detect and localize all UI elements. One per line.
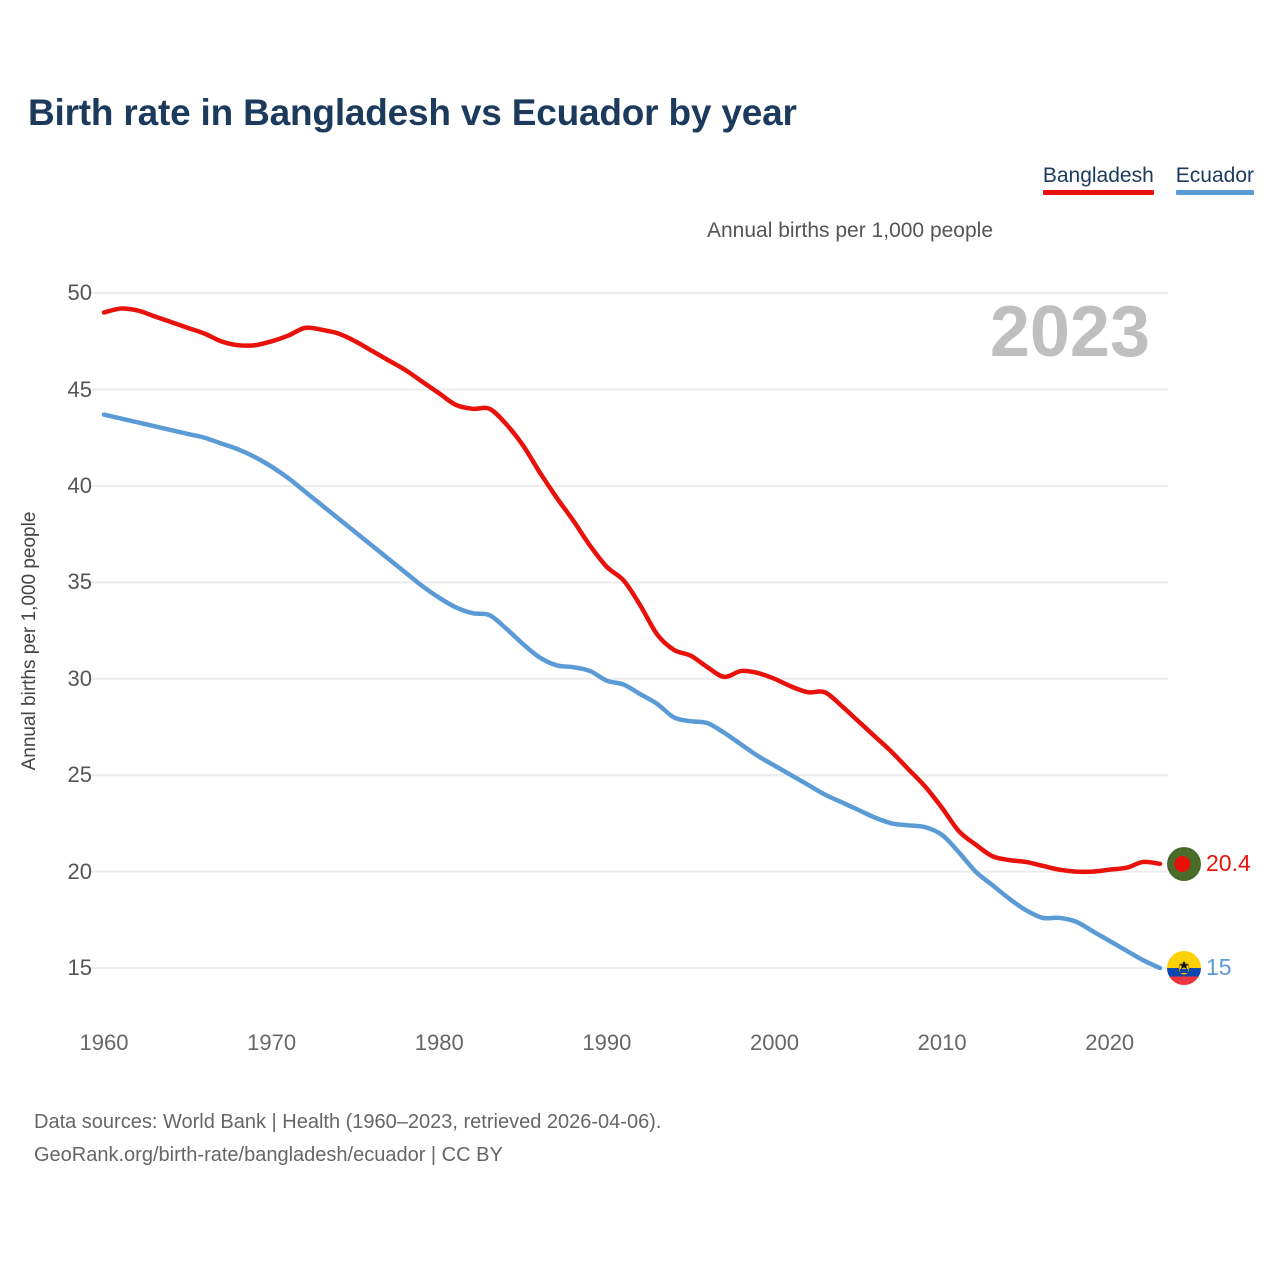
y-axis-tick-label: 30 (67, 665, 92, 691)
ecuador-flag-icon (1167, 951, 1201, 985)
y-axis-tick-label: 25 (67, 762, 92, 788)
chart-legend: Bangladesh Ecuador (1042, 164, 1254, 196)
legend-rule-ecuador (1175, 190, 1254, 196)
x-axis-tick-label: 2020 (1085, 1030, 1135, 1055)
page-title: Birth rate in Bangladesh vs Ecuador by y… (28, 92, 797, 133)
y-axis-tick-label: 45 (67, 376, 92, 402)
y-axis-tick-label: 50 (67, 280, 92, 306)
legend-item-bangladesh[interactable]: Bangladesh (1042, 164, 1154, 196)
series-lines (101, 306, 1163, 971)
y-axis-tick-label: 35 (67, 569, 92, 595)
legend-label-bangladesh: Bangladesh (1042, 164, 1154, 187)
legend-label-ecuador: Ecuador (1175, 164, 1254, 187)
x-axis-tick-label: 1990 (582, 1030, 632, 1055)
watermark-year: 2023 (989, 292, 1150, 372)
x-axis-tick-label: 2000 (749, 1030, 799, 1055)
bangladesh-flag-icon (1167, 846, 1201, 881)
y-axis-tick-label: 20 (67, 858, 92, 884)
legend-item-ecuador[interactable]: Ecuador (1175, 164, 1254, 196)
y-axis-tick-label: 15 (67, 955, 92, 980)
end-value-label-bangladesh: 20.4 (1206, 849, 1251, 876)
series-line-ecuador (101, 412, 1163, 971)
chart-subtitle: Annual births per 1,000 people (0, 219, 1280, 243)
end-value-label-ecuador: 15 (1206, 954, 1232, 980)
chart-subtitle-text: Annual births per 1,000 people (706, 219, 994, 242)
x-axis-tick-label: 1980 (414, 1030, 464, 1055)
y-axis-tick-label: 40 (67, 472, 92, 498)
x-axis-tick-label: 1970 (247, 1030, 297, 1055)
series-line-bangladesh (101, 306, 1163, 875)
x-axis-tick-label: 2010 (917, 1030, 967, 1055)
gridlines (90, 292, 1168, 970)
x-axis-tick-label: 1960 (79, 1030, 129, 1055)
footer-data-sources: Data sources: World Bank | Health (1960–… (34, 1111, 662, 1133)
footer-attribution: GeoRank.org/birth-rate/bangladesh/ecuado… (34, 1144, 503, 1166)
footer: Data sources: World Bank | Health (1960–… (34, 1106, 661, 1172)
legend-rule-bangladesh (1042, 190, 1154, 196)
